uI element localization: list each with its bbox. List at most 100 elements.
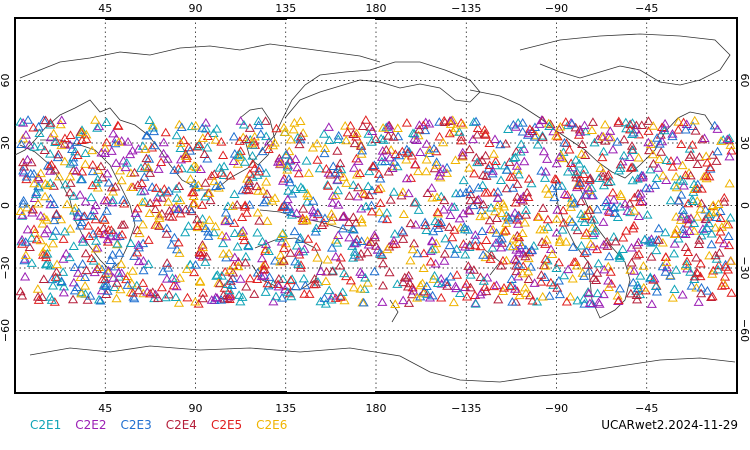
- observation-marker: [723, 231, 734, 240]
- observation-marker: [260, 116, 271, 125]
- observation-marker: [302, 197, 313, 206]
- observation-marker: [214, 163, 225, 172]
- observation-marker: [38, 212, 50, 222]
- observation-marker: [429, 270, 440, 280]
- observation-marker: [689, 274, 700, 284]
- observation-marker: [29, 228, 40, 237]
- observation-marker: [628, 220, 640, 230]
- observation-marker: [359, 189, 370, 199]
- observation-marker: [667, 161, 678, 171]
- observation-marker: [42, 248, 53, 258]
- observation-marker: [448, 297, 459, 307]
- observation-marker: [200, 223, 211, 233]
- observation-marker: [518, 261, 529, 270]
- observation-marker: [171, 193, 183, 202]
- observation-marker: [469, 290, 481, 300]
- lat-tick-label: 60: [738, 74, 750, 88]
- observation-marker: [439, 256, 450, 265]
- observation-marker: [695, 271, 706, 281]
- observation-marker: [598, 131, 609, 141]
- observation-marker: [625, 119, 636, 129]
- observation-marker: [216, 230, 228, 240]
- observation-marker: [586, 190, 597, 200]
- observation-marker: [285, 275, 296, 285]
- observation-marker: [541, 234, 552, 244]
- observation-marker: [272, 279, 284, 289]
- observation-marker: [235, 152, 246, 161]
- observation-marker: [406, 150, 418, 160]
- observation-marker: [51, 266, 62, 276]
- observation-marker: [473, 182, 484, 192]
- observation-marker: [127, 145, 138, 155]
- observation-marker: [348, 129, 359, 139]
- observation-marker: [584, 185, 595, 195]
- observation-marker: [278, 256, 289, 265]
- observation-marker: [629, 205, 640, 215]
- observation-marker: [272, 157, 284, 166]
- observation-marker: [107, 249, 118, 259]
- observation-marker: [571, 260, 582, 270]
- lon-tick-label: 135: [275, 402, 296, 415]
- observation-marker: [20, 250, 31, 259]
- observation-marker: [105, 255, 116, 265]
- observation-marker: [378, 123, 389, 132]
- observation-marker: [399, 272, 410, 282]
- observation-marker: [76, 174, 88, 184]
- observation-marker: [667, 131, 678, 141]
- observation-marker: [322, 181, 334, 190]
- observation-marker: [637, 170, 649, 180]
- observation-marker: [493, 294, 504, 304]
- observation-marker: [619, 199, 631, 208]
- observation-marker: [490, 160, 501, 170]
- observation-marker: [513, 219, 524, 228]
- observation-marker: [602, 236, 613, 246]
- observation-marker: [173, 237, 184, 247]
- observation-marker: [49, 215, 60, 225]
- observation-marker: [510, 152, 521, 162]
- observation-marker: [41, 215, 52, 224]
- observation-marker: [421, 281, 432, 290]
- observation-marker: [113, 137, 124, 146]
- observation-marker: [211, 123, 222, 133]
- observation-marker: [459, 224, 471, 234]
- observation-marker: [289, 117, 300, 127]
- observation-marker: [237, 185, 248, 195]
- observation-marker: [216, 136, 227, 146]
- observation-marker: [559, 270, 570, 280]
- observation-marker: [282, 204, 293, 214]
- legend-item: C2E4: [165, 418, 197, 432]
- observation-marker: [96, 285, 107, 295]
- observation-marker: [26, 157, 37, 167]
- legend-item: C2E2: [75, 418, 107, 432]
- observation-marker: [103, 265, 114, 275]
- observation-marker: [319, 213, 331, 222]
- observation-marker: [705, 162, 716, 172]
- observation-marker: [163, 197, 174, 206]
- observation-marker: [32, 284, 43, 293]
- observation-marker: [26, 258, 37, 267]
- observation-marker: [677, 224, 688, 234]
- observation-marker: [450, 281, 461, 291]
- observation-marker: [438, 137, 449, 147]
- observation-marker: [612, 137, 623, 146]
- observation-marker: [245, 273, 256, 283]
- observation-marker: [409, 133, 420, 143]
- observation-marker: [364, 190, 375, 200]
- observation-marker: [330, 190, 341, 200]
- observation-marker: [592, 204, 603, 214]
- observation-marker: [35, 235, 46, 245]
- observation-marker: [455, 222, 466, 232]
- observation-marker: [442, 281, 453, 290]
- observation-marker: [121, 157, 132, 167]
- observation-marker: [35, 210, 46, 220]
- observation-marker: [90, 115, 101, 124]
- observation-marker: [64, 252, 75, 262]
- observation-marker: [626, 257, 637, 267]
- observation-marker: [64, 187, 76, 197]
- observation-marker: [386, 145, 397, 154]
- observation-marker: [602, 241, 613, 250]
- observation-marker: [51, 209, 62, 218]
- observation-marker: [154, 221, 165, 230]
- observation-marker: [366, 137, 377, 146]
- observation-marker: [558, 217, 569, 227]
